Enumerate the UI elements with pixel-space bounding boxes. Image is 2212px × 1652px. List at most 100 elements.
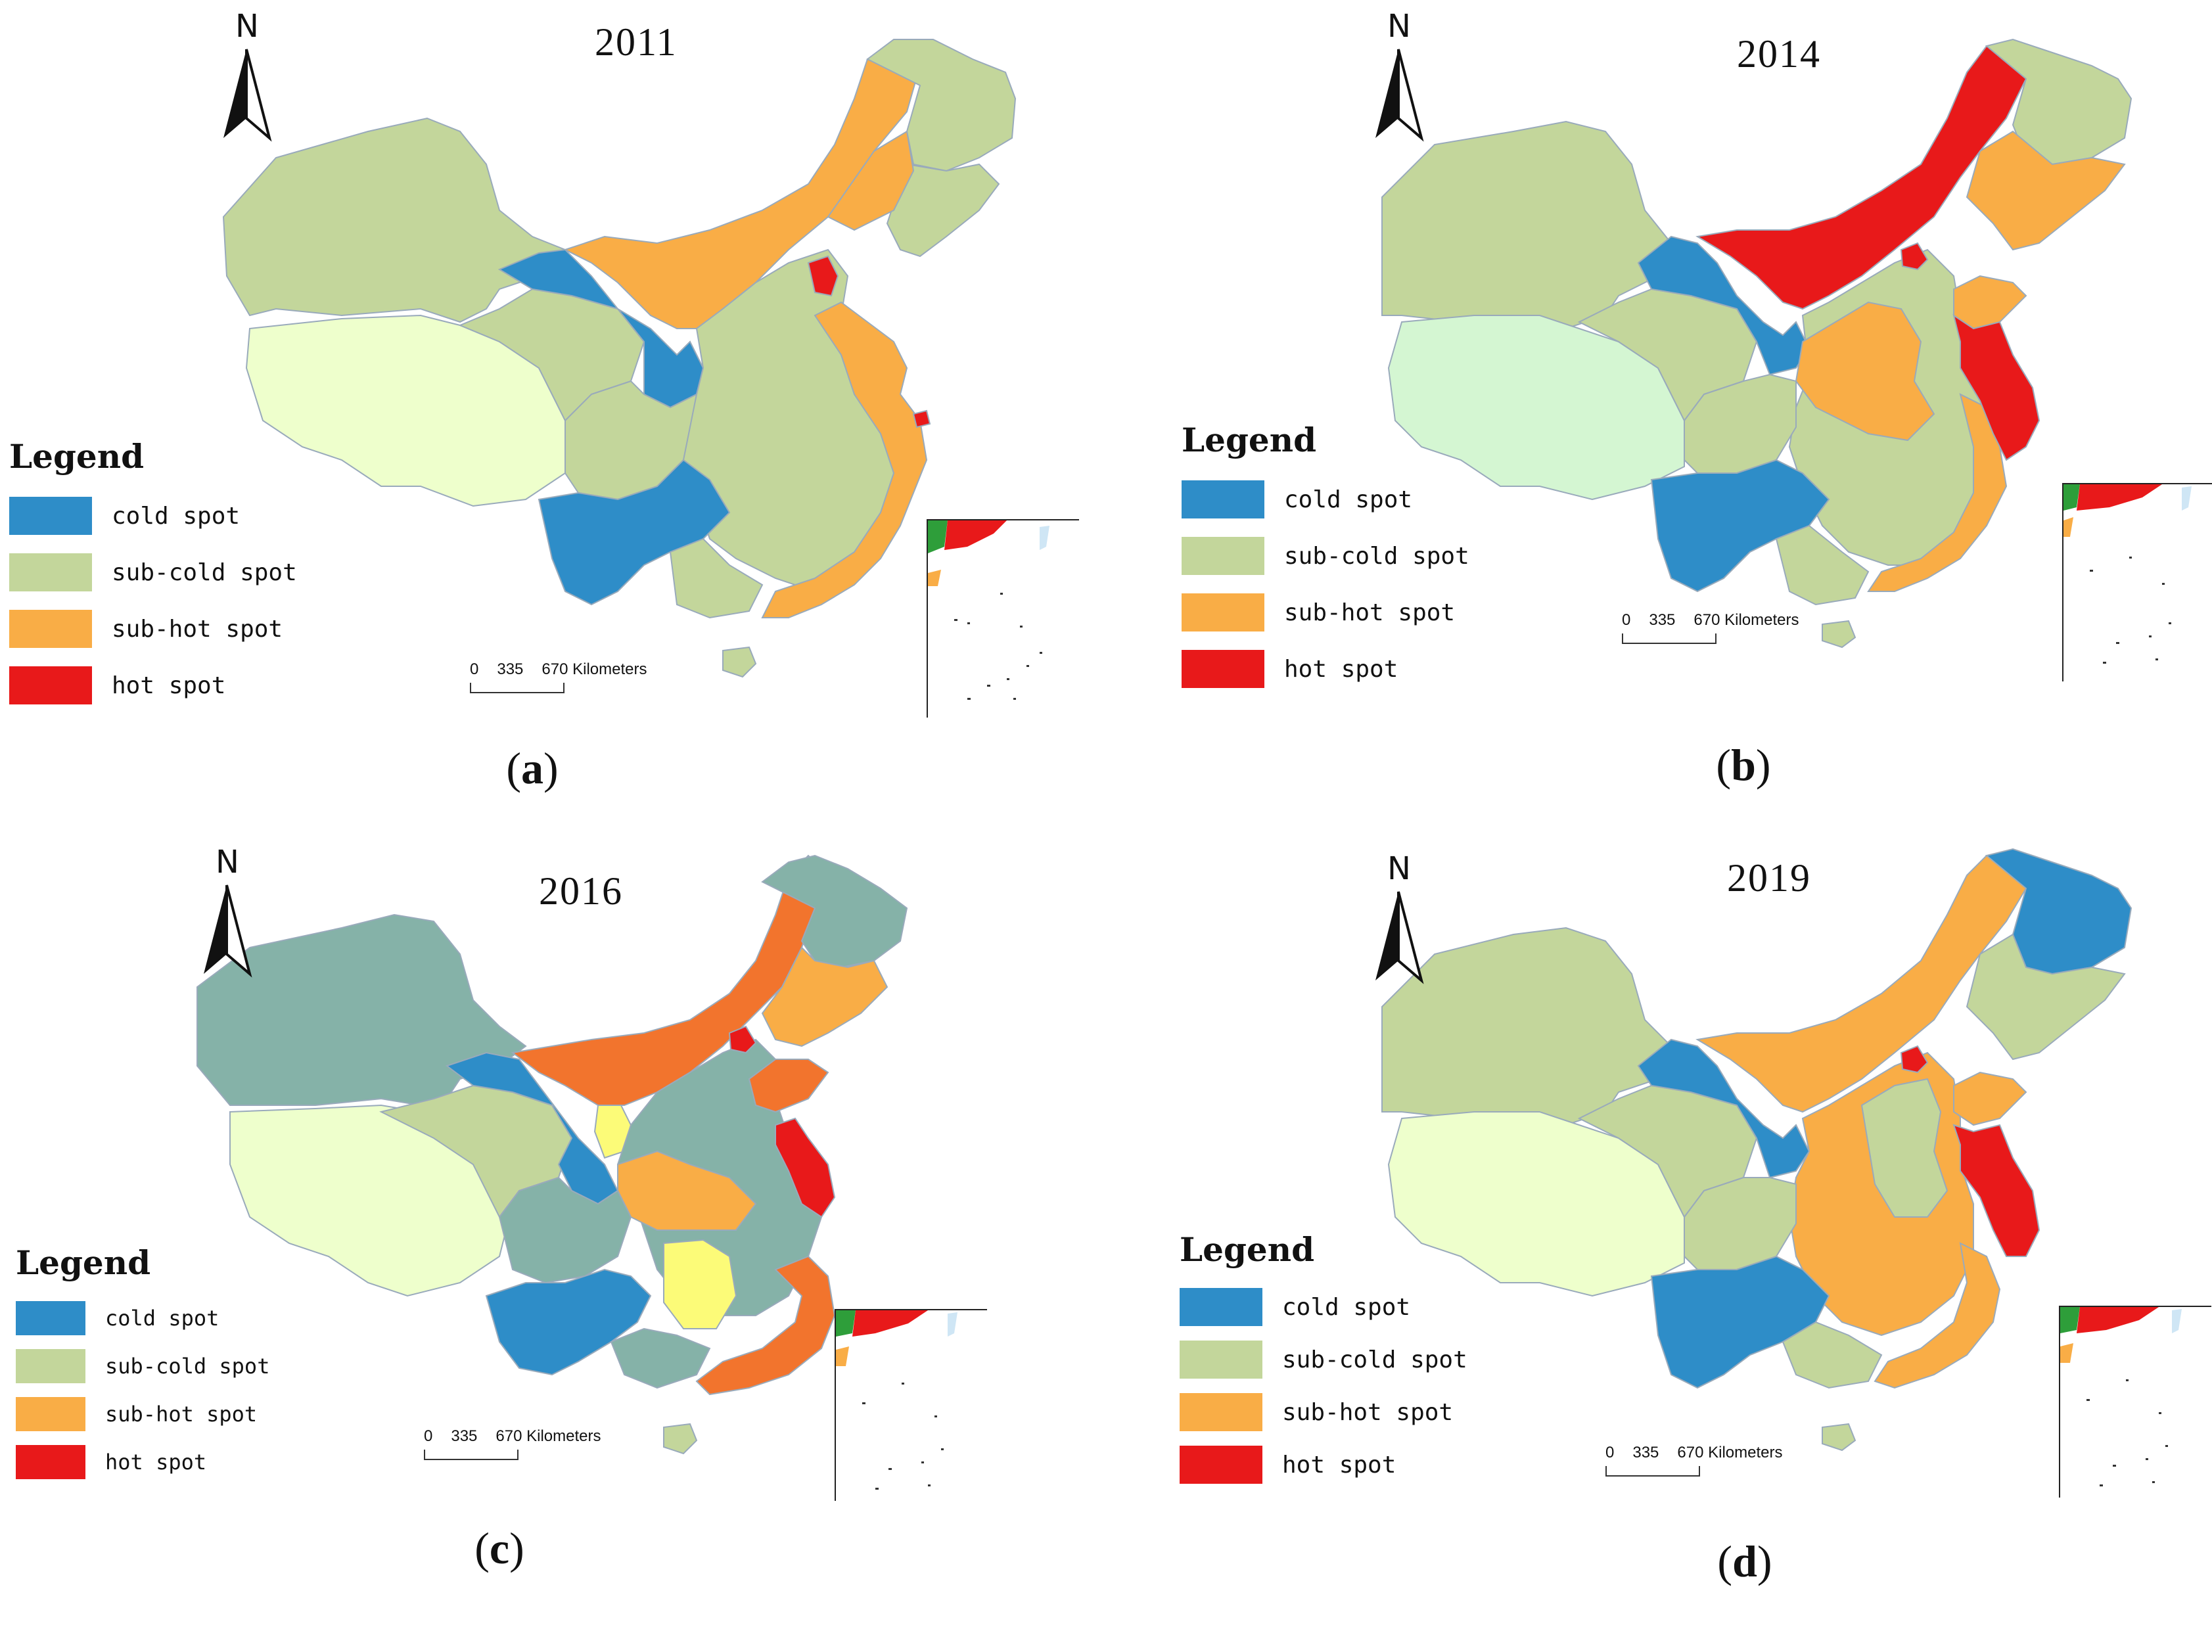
region-inner-mongolia [1695,45,2027,310]
legend: Legend cold spot sub-cold spot sub-hot s… [1180,1230,1467,1491]
china-map-c [196,854,908,1455]
year-title: 2014 [1737,32,1821,76]
legend-label: cold spot [1282,1293,1411,1321]
map-panel-d: 2019 N Legend cold spot sub-cold spot su… [1106,796,2212,1593]
scale-tick: 0 [1605,1444,1615,1461]
scale-tick: 0 [1622,611,1631,629]
region-shanghai-hot [912,409,931,428]
region-inner-mongolia [1695,854,2027,1113]
region-tibet [1387,315,1685,501]
legend-label: sub-cold spot [105,1353,270,1379]
region-hainan [1822,1423,1856,1452]
north-label: N [235,8,259,45]
region-guangxi [1782,1321,1883,1389]
region-heilongjiang [761,854,908,969]
caption-letter: c [489,1523,510,1573]
region-sichuan [498,1176,632,1284]
legend: Legend cold spot sub-cold spot sub-hot s… [16,1243,269,1486]
region-northeast [1966,933,2126,1061]
legend-swatch-sub-hot [1182,593,1264,631]
region-central [1860,1078,1948,1218]
region-jilin-orange [827,130,915,231]
region-gansu [1637,235,1810,376]
scale-line [424,1450,518,1460]
legend: Legend cold spot sub-cold spot sub-hot s… [9,437,297,714]
inset-map [928,520,1049,700]
inset-map [836,1310,957,1490]
scale-line [1622,633,1717,644]
legend-item-hot: hot spot [1180,1438,1467,1491]
legend-swatch-cold [16,1300,85,1335]
caption-letter: a [521,743,543,793]
region-sichuan [1684,373,1797,474]
legend-swatch-sub-cold [1182,537,1264,575]
region-hainan [663,1423,698,1455]
legend-label: sub-cold spot [1284,542,1469,570]
map-panel-c: 2016 N Legend cold spot sub-cold spot su… [0,796,1106,1593]
region-beijing-hot [807,255,839,297]
region-east-coast [1874,1242,2001,1389]
legend-swatch-sub-hot [16,1396,85,1431]
region-heilongjiang [1985,38,2132,166]
north-arrow-icon [223,49,272,142]
south-china-sea-inset [2062,483,2212,681]
region-southwest [485,1268,652,1376]
legend-swatch-hot [16,1444,85,1479]
scale-tick: 670 Kilometers [1694,611,1799,629]
region-hunan-yellow [663,1239,737,1329]
south-china-sea-inset [2059,1306,2211,1498]
legend-label: sub-hot spot [112,615,283,643]
north-arrow: N [217,8,283,145]
region-gansu [1637,1038,1810,1179]
region-guangxi [1775,524,1870,606]
scale-bar: 0 335 670 Kilometers [1605,1444,1782,1477]
year-title: 2011 [595,20,678,64]
china-map-d [1381,848,2132,1452]
legend-title: Legend [1182,421,1317,459]
region-tibet [245,314,566,507]
region-sichuan [1684,1177,1797,1270]
legend-label: sub-hot spot [1282,1398,1454,1426]
legend-item-sub-cold: sub-cold spot [9,544,297,601]
north-arrow: N [1369,850,1435,987]
region-northeast [886,163,1000,258]
scale-tick: 335 [497,660,524,678]
scale-bar: 0 335 670 Kilometers [470,660,647,693]
scale-tick: 670 Kilometers [1677,1444,1783,1461]
region-shandong [748,1059,829,1113]
scale-bar: 0 335 670 Kilometers [424,1427,601,1460]
region-tibet [1387,1111,1685,1297]
legend-item-hot: hot spot [9,657,297,714]
region-hainan [722,646,757,678]
north-arrow-icon [1375,49,1424,142]
legend-swatch-hot [1180,1446,1262,1484]
region-guangxi [610,1327,711,1389]
legend-title: Legend [1180,1230,1315,1269]
region-northeast-orange [761,946,888,1047]
legend-item-sub-hot: sub-hot spot [1180,1386,1467,1438]
legend-label: hot spot [112,672,226,699]
legend-title: Legend [16,1243,151,1282]
year-title: 2016 [539,869,623,913]
legend-swatch-sub-cold [16,1348,85,1383]
panel-caption: (d) [1717,1536,1772,1586]
legend-label: cold spot [105,1305,219,1331]
panel-caption: (b) [1716,740,1771,790]
north-label: N [1387,850,1411,887]
region-central-orange [1795,301,1935,442]
scale-line [470,683,565,693]
legend-item-cold: cold spot [1182,471,1469,528]
scale-bar: 0 335 670 Kilometers [1622,611,1799,644]
legend-label: hot spot [105,1449,207,1475]
legend-title: Legend [9,437,145,476]
legend-item-sub-hot: sub-hot spot [9,601,297,657]
north-label: N [1387,8,1411,45]
legend-swatch-cold [1180,1288,1262,1326]
legend-label: cold spot [1284,486,1413,513]
legend-item-cold: cold spot [9,488,297,544]
legend-label: sub-hot spot [105,1401,258,1427]
legend-item-hot: hot spot [1182,641,1469,697]
legend-label: cold spot [112,502,241,530]
panel-caption: (c) [474,1523,524,1573]
region-beijing-hot [1900,1045,1929,1074]
